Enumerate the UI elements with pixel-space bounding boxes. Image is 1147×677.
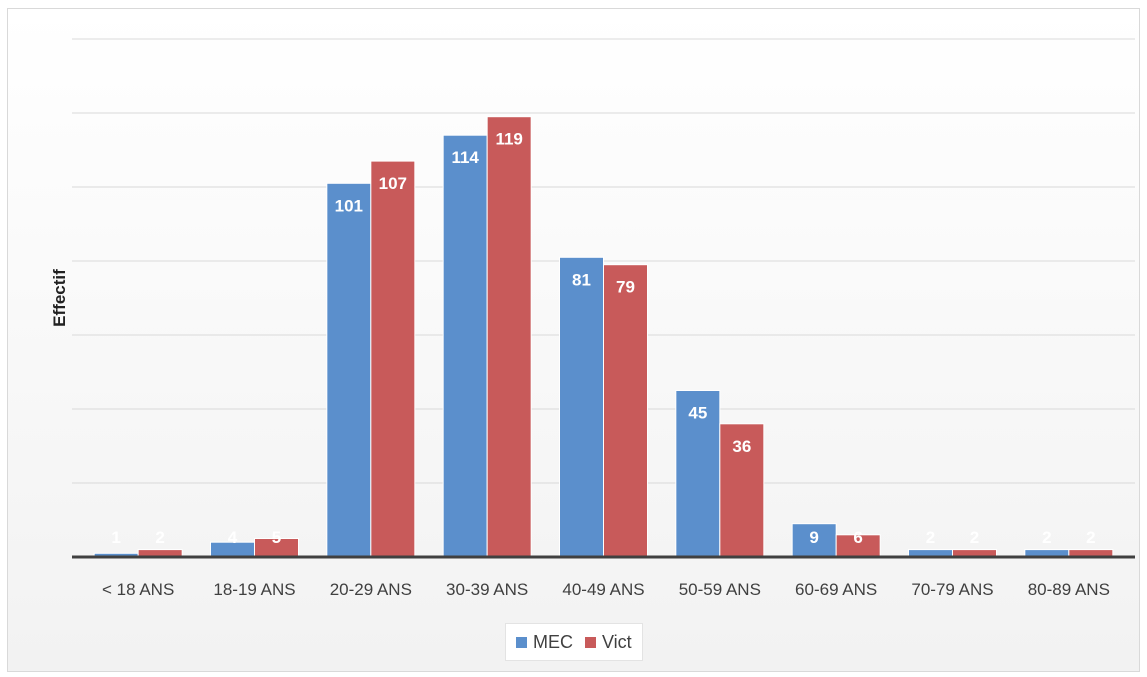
legend-item-vict: Vict xyxy=(585,632,632,653)
data-label-vict: 5 xyxy=(272,528,281,547)
legend-label-vict: Vict xyxy=(602,631,632,652)
data-label-vict: 119 xyxy=(495,130,522,149)
x-tick-label: 70-79 ANS xyxy=(911,580,993,599)
x-tick-label: 80-89 ANS xyxy=(1028,580,1110,599)
legend: MEC Vict xyxy=(505,623,643,661)
data-label-mec: 9 xyxy=(809,528,818,547)
data-label-mec: 4 xyxy=(228,528,238,547)
chart-frame: 1 2 4 5 101 107 114 119 81 79 45 36 9 6 2 2 2 2 < 18 ANS 1… xyxy=(7,8,1140,672)
x-tick-label: 20-29 ANS xyxy=(330,580,412,599)
data-label-mec: 45 xyxy=(688,404,707,423)
legend-swatch-vict xyxy=(585,636,596,648)
data-label-vict: 36 xyxy=(732,437,751,456)
bar-mec xyxy=(559,256,604,558)
bar-vict xyxy=(603,264,648,558)
x-tick-label: < 18 ANS xyxy=(102,580,174,599)
data-label-mec: 114 xyxy=(451,148,479,167)
data-label-vict: 2 xyxy=(1086,528,1095,547)
x-tick-label: 18-19 ANS xyxy=(213,580,295,599)
bar-mec xyxy=(442,134,488,558)
data-label-mec: 101 xyxy=(335,196,363,215)
legend-item-mec: MEC xyxy=(516,632,573,653)
data-label-mec: 1 xyxy=(111,528,120,547)
data-label-vict: 107 xyxy=(379,174,407,193)
x-tick-label: 50-59 ANS xyxy=(679,580,761,599)
x-tick-label: 40-49 ANS xyxy=(562,580,644,599)
data-label-mec: 2 xyxy=(926,528,935,547)
data-label-vict: 2 xyxy=(970,528,979,547)
legend-label-mec: MEC xyxy=(533,631,573,652)
data-label-mec: 2 xyxy=(1042,528,1051,547)
y-axis-title: Effectif xyxy=(50,269,69,327)
x-axis-ticks: < 18 ANS 18-19 ANS 20-29 ANS 30-39 ANS 40-49… xyxy=(102,580,1110,599)
data-label-vict: 6 xyxy=(853,528,862,547)
x-tick-label: 30-39 ANS xyxy=(446,580,528,599)
bar-vict xyxy=(719,423,765,558)
data-label-vict: 79 xyxy=(616,278,635,297)
bar-vict xyxy=(370,160,416,558)
legend-swatch-mec xyxy=(516,636,527,648)
bar-mec xyxy=(675,390,721,558)
data-label-mec: 81 xyxy=(572,270,591,289)
bar-mec xyxy=(791,523,837,558)
x-tick-label: 60-69 ANS xyxy=(795,580,877,599)
bar-mec xyxy=(326,182,372,558)
data-label-vict: 2 xyxy=(155,528,164,547)
bar-vict xyxy=(486,116,532,558)
